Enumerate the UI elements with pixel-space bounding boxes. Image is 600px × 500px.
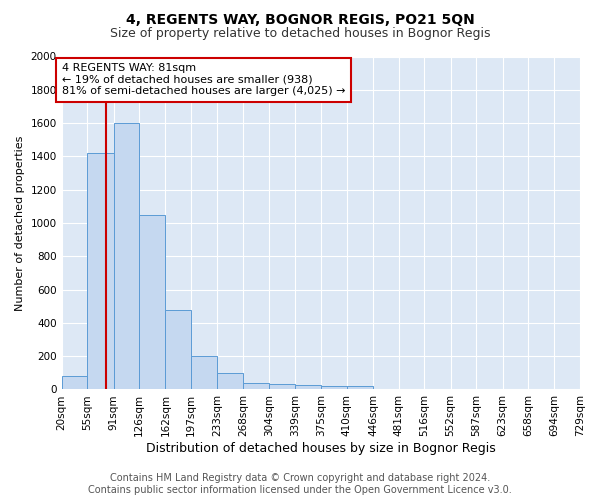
Text: 4, REGENTS WAY, BOGNOR REGIS, PO21 5QN: 4, REGENTS WAY, BOGNOR REGIS, PO21 5QN bbox=[125, 12, 475, 26]
Bar bbox=[191, 356, 217, 390]
Bar bbox=[87, 153, 113, 390]
X-axis label: Distribution of detached houses by size in Bognor Regis: Distribution of detached houses by size … bbox=[146, 442, 496, 455]
Text: Size of property relative to detached houses in Bognor Regis: Size of property relative to detached ho… bbox=[110, 28, 490, 40]
Y-axis label: Number of detached properties: Number of detached properties bbox=[15, 136, 25, 310]
Bar bbox=[243, 383, 269, 390]
Bar bbox=[295, 386, 321, 390]
Bar bbox=[166, 310, 191, 390]
Bar bbox=[347, 386, 373, 390]
Bar bbox=[321, 386, 347, 390]
Bar bbox=[139, 214, 166, 390]
Bar bbox=[113, 123, 139, 390]
Text: Contains HM Land Registry data © Crown copyright and database right 2024.
Contai: Contains HM Land Registry data © Crown c… bbox=[88, 474, 512, 495]
Bar bbox=[62, 376, 87, 390]
Bar bbox=[269, 384, 295, 390]
Bar bbox=[217, 373, 243, 390]
Text: 4 REGENTS WAY: 81sqm
← 19% of detached houses are smaller (938)
81% of semi-deta: 4 REGENTS WAY: 81sqm ← 19% of detached h… bbox=[62, 63, 345, 96]
